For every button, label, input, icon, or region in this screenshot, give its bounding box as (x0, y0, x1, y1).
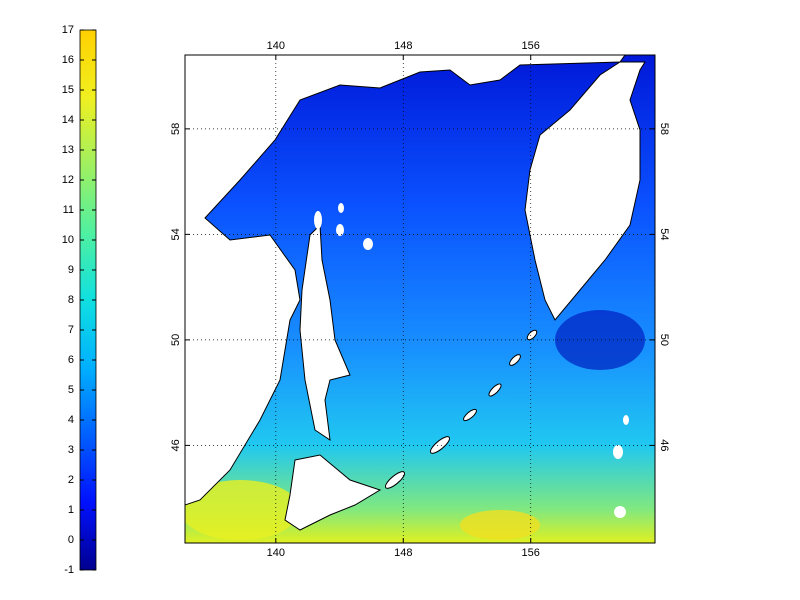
sea-patch (460, 510, 540, 540)
colorbar-tick-label: -1 (64, 564, 74, 576)
colorbar-tick-label: 9 (68, 264, 74, 276)
colorbar-tick-label: 8 (68, 294, 74, 306)
sea-patch (185, 480, 300, 540)
missing-data (314, 203, 629, 518)
y-tick-label: 58 (170, 123, 182, 135)
colorbar-tick-label: 16 (62, 54, 74, 66)
x-tick-label: 140 (267, 40, 285, 52)
x-tick-label: 148 (394, 547, 412, 559)
colorbar-tick-label: 14 (62, 114, 74, 126)
colorbar-tick-label: 1 (68, 504, 74, 516)
hokkaido (284, 454, 382, 531)
map (185, 55, 655, 543)
colorbar-tick-label: 10 (62, 234, 74, 246)
mainland (185, 55, 626, 506)
colorbar-tick-label: 6 (68, 354, 74, 366)
kuril-islands (384, 329, 538, 489)
x-tick-label: 148 (394, 40, 412, 52)
colorbar-tick-label: 4 (68, 414, 74, 426)
y-tick-label: 58 (658, 123, 670, 135)
y-tick-label: 50 (170, 334, 182, 346)
colorbar-tick-label: 11 (63, 204, 74, 216)
colorbar-tick-label: 7 (68, 324, 74, 336)
x-tick-label: 140 (267, 547, 285, 559)
colorbar-tick-label: 12 (62, 174, 74, 186)
y-tick-label: 46 (170, 439, 182, 451)
y-tick-label: 54 (170, 228, 182, 240)
colorbar-tick-label: 2 (68, 474, 74, 486)
sea-patch (555, 310, 645, 370)
colorbar-tick-label: 17 (62, 24, 74, 36)
x-tick-label: 156 (522, 547, 540, 559)
colorbar-tick-label: 0 (68, 534, 74, 546)
y-tick-label: 54 (658, 228, 670, 240)
y-tick-label: 46 (658, 439, 670, 451)
y-tick-label: 50 (658, 334, 670, 346)
colorbar-tick-label: 5 (68, 384, 74, 396)
kamchatka (524, 61, 646, 321)
sakhalin (299, 223, 351, 442)
colorbar-tick-label: 3 (68, 444, 74, 456)
colorbar-tick-label: 13 (62, 144, 74, 156)
x-tick-label: 156 (522, 40, 540, 52)
map-frame (184, 54, 656, 544)
colorbar-tick-label: 15 (62, 84, 74, 96)
